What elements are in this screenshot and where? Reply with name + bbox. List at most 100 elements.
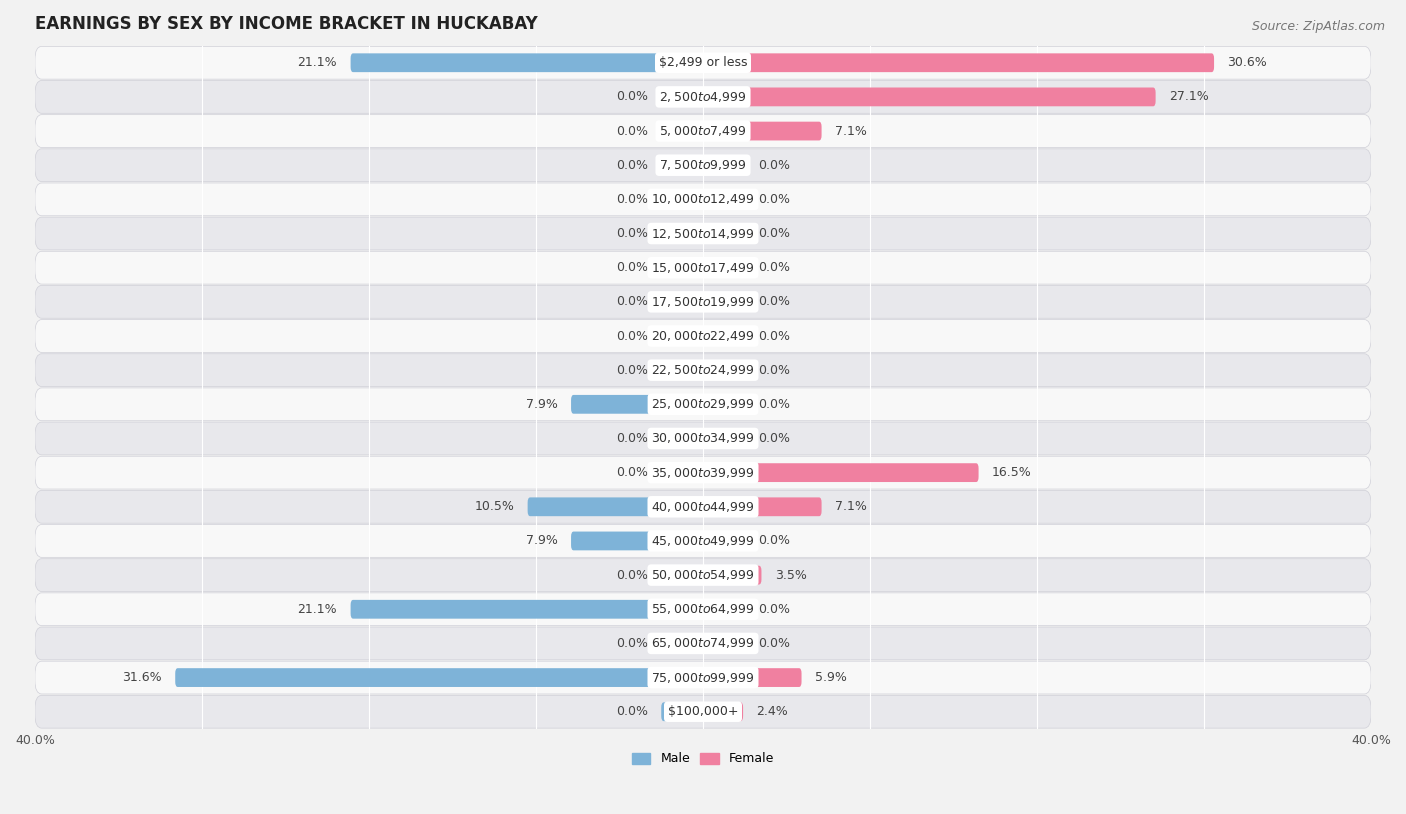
FancyBboxPatch shape <box>35 115 1371 147</box>
FancyBboxPatch shape <box>35 422 1371 455</box>
Text: 7.1%: 7.1% <box>835 125 868 138</box>
FancyBboxPatch shape <box>350 54 703 72</box>
FancyBboxPatch shape <box>527 497 703 516</box>
Text: 0.0%: 0.0% <box>616 364 648 377</box>
Text: 0.0%: 0.0% <box>616 569 648 582</box>
Text: $65,000 to $74,999: $65,000 to $74,999 <box>651 637 755 650</box>
FancyBboxPatch shape <box>661 702 703 721</box>
Text: 0.0%: 0.0% <box>616 705 648 718</box>
Text: 0.0%: 0.0% <box>758 398 790 411</box>
Text: 10.5%: 10.5% <box>474 501 515 514</box>
Text: 2.4%: 2.4% <box>756 705 789 718</box>
Text: $55,000 to $64,999: $55,000 to $64,999 <box>651 602 755 616</box>
FancyBboxPatch shape <box>703 292 745 311</box>
FancyBboxPatch shape <box>703 463 979 482</box>
FancyBboxPatch shape <box>35 695 1371 729</box>
FancyBboxPatch shape <box>703 88 1156 107</box>
Text: 0.0%: 0.0% <box>616 159 648 172</box>
Text: 0.0%: 0.0% <box>616 90 648 103</box>
FancyBboxPatch shape <box>661 121 703 141</box>
Text: $10,000 to $12,499: $10,000 to $12,499 <box>651 192 755 207</box>
FancyBboxPatch shape <box>703 258 745 277</box>
Text: EARNINGS BY SEX BY INCOME BRACKET IN HUCKABAY: EARNINGS BY SEX BY INCOME BRACKET IN HUC… <box>35 15 537 33</box>
Text: 31.6%: 31.6% <box>122 671 162 684</box>
FancyBboxPatch shape <box>35 490 1371 523</box>
Text: Source: ZipAtlas.com: Source: ZipAtlas.com <box>1251 20 1385 33</box>
FancyBboxPatch shape <box>35 456 1371 489</box>
Text: 7.9%: 7.9% <box>526 398 558 411</box>
FancyBboxPatch shape <box>35 183 1371 216</box>
FancyBboxPatch shape <box>35 252 1371 284</box>
Text: $45,000 to $49,999: $45,000 to $49,999 <box>651 534 755 548</box>
Text: $12,500 to $14,999: $12,500 to $14,999 <box>651 226 755 240</box>
Text: $25,000 to $29,999: $25,000 to $29,999 <box>651 397 755 411</box>
FancyBboxPatch shape <box>661 224 703 243</box>
Text: $50,000 to $54,999: $50,000 to $54,999 <box>651 568 755 582</box>
FancyBboxPatch shape <box>571 532 703 550</box>
Legend: Male, Female: Male, Female <box>627 747 779 770</box>
FancyBboxPatch shape <box>176 668 703 687</box>
FancyBboxPatch shape <box>661 258 703 277</box>
Text: 0.0%: 0.0% <box>616 193 648 206</box>
FancyBboxPatch shape <box>661 361 703 379</box>
Text: 7.9%: 7.9% <box>526 535 558 548</box>
FancyBboxPatch shape <box>703 532 745 550</box>
FancyBboxPatch shape <box>35 354 1371 387</box>
Text: 0.0%: 0.0% <box>616 637 648 650</box>
Text: 0.0%: 0.0% <box>758 364 790 377</box>
FancyBboxPatch shape <box>35 627 1371 660</box>
FancyBboxPatch shape <box>35 524 1371 558</box>
Text: 0.0%: 0.0% <box>616 330 648 343</box>
FancyBboxPatch shape <box>661 463 703 482</box>
FancyBboxPatch shape <box>35 81 1371 113</box>
FancyBboxPatch shape <box>35 286 1371 318</box>
Text: $2,500 to $4,999: $2,500 to $4,999 <box>659 90 747 104</box>
Text: $17,500 to $19,999: $17,500 to $19,999 <box>651 295 755 309</box>
Text: $35,000 to $39,999: $35,000 to $39,999 <box>651 466 755 479</box>
Text: $20,000 to $22,499: $20,000 to $22,499 <box>651 329 755 343</box>
FancyBboxPatch shape <box>703 497 821 516</box>
FancyBboxPatch shape <box>703 566 762 584</box>
Text: 0.0%: 0.0% <box>616 432 648 445</box>
Text: $15,000 to $17,499: $15,000 to $17,499 <box>651 260 755 274</box>
Text: $30,000 to $34,999: $30,000 to $34,999 <box>651 431 755 445</box>
FancyBboxPatch shape <box>661 429 703 448</box>
FancyBboxPatch shape <box>661 88 703 107</box>
Text: 30.6%: 30.6% <box>1227 56 1267 69</box>
Text: 21.1%: 21.1% <box>298 602 337 615</box>
FancyBboxPatch shape <box>703 121 821 141</box>
Text: 0.0%: 0.0% <box>758 330 790 343</box>
Text: 27.1%: 27.1% <box>1168 90 1209 103</box>
FancyBboxPatch shape <box>35 593 1371 626</box>
FancyBboxPatch shape <box>703 429 745 448</box>
FancyBboxPatch shape <box>661 155 703 175</box>
Text: 16.5%: 16.5% <box>993 466 1032 479</box>
FancyBboxPatch shape <box>703 395 745 414</box>
FancyBboxPatch shape <box>703 224 745 243</box>
Text: 0.0%: 0.0% <box>758 432 790 445</box>
Text: 0.0%: 0.0% <box>758 227 790 240</box>
Text: 0.0%: 0.0% <box>616 125 648 138</box>
Text: 5.9%: 5.9% <box>815 671 846 684</box>
FancyBboxPatch shape <box>35 320 1371 352</box>
FancyBboxPatch shape <box>661 326 703 345</box>
FancyBboxPatch shape <box>571 395 703 414</box>
Text: 0.0%: 0.0% <box>758 159 790 172</box>
FancyBboxPatch shape <box>703 190 745 208</box>
FancyBboxPatch shape <box>661 292 703 311</box>
FancyBboxPatch shape <box>35 558 1371 592</box>
FancyBboxPatch shape <box>350 600 703 619</box>
FancyBboxPatch shape <box>703 634 745 653</box>
Text: 0.0%: 0.0% <box>616 261 648 274</box>
Text: $100,000+: $100,000+ <box>668 705 738 718</box>
Text: $22,500 to $24,999: $22,500 to $24,999 <box>651 363 755 377</box>
Text: 0.0%: 0.0% <box>758 637 790 650</box>
FancyBboxPatch shape <box>35 388 1371 421</box>
FancyBboxPatch shape <box>703 361 745 379</box>
Text: 0.0%: 0.0% <box>616 466 648 479</box>
Text: 0.0%: 0.0% <box>758 261 790 274</box>
Text: $40,000 to $44,999: $40,000 to $44,999 <box>651 500 755 514</box>
Text: 0.0%: 0.0% <box>758 193 790 206</box>
Text: 0.0%: 0.0% <box>758 535 790 548</box>
Text: $2,499 or less: $2,499 or less <box>659 56 747 69</box>
